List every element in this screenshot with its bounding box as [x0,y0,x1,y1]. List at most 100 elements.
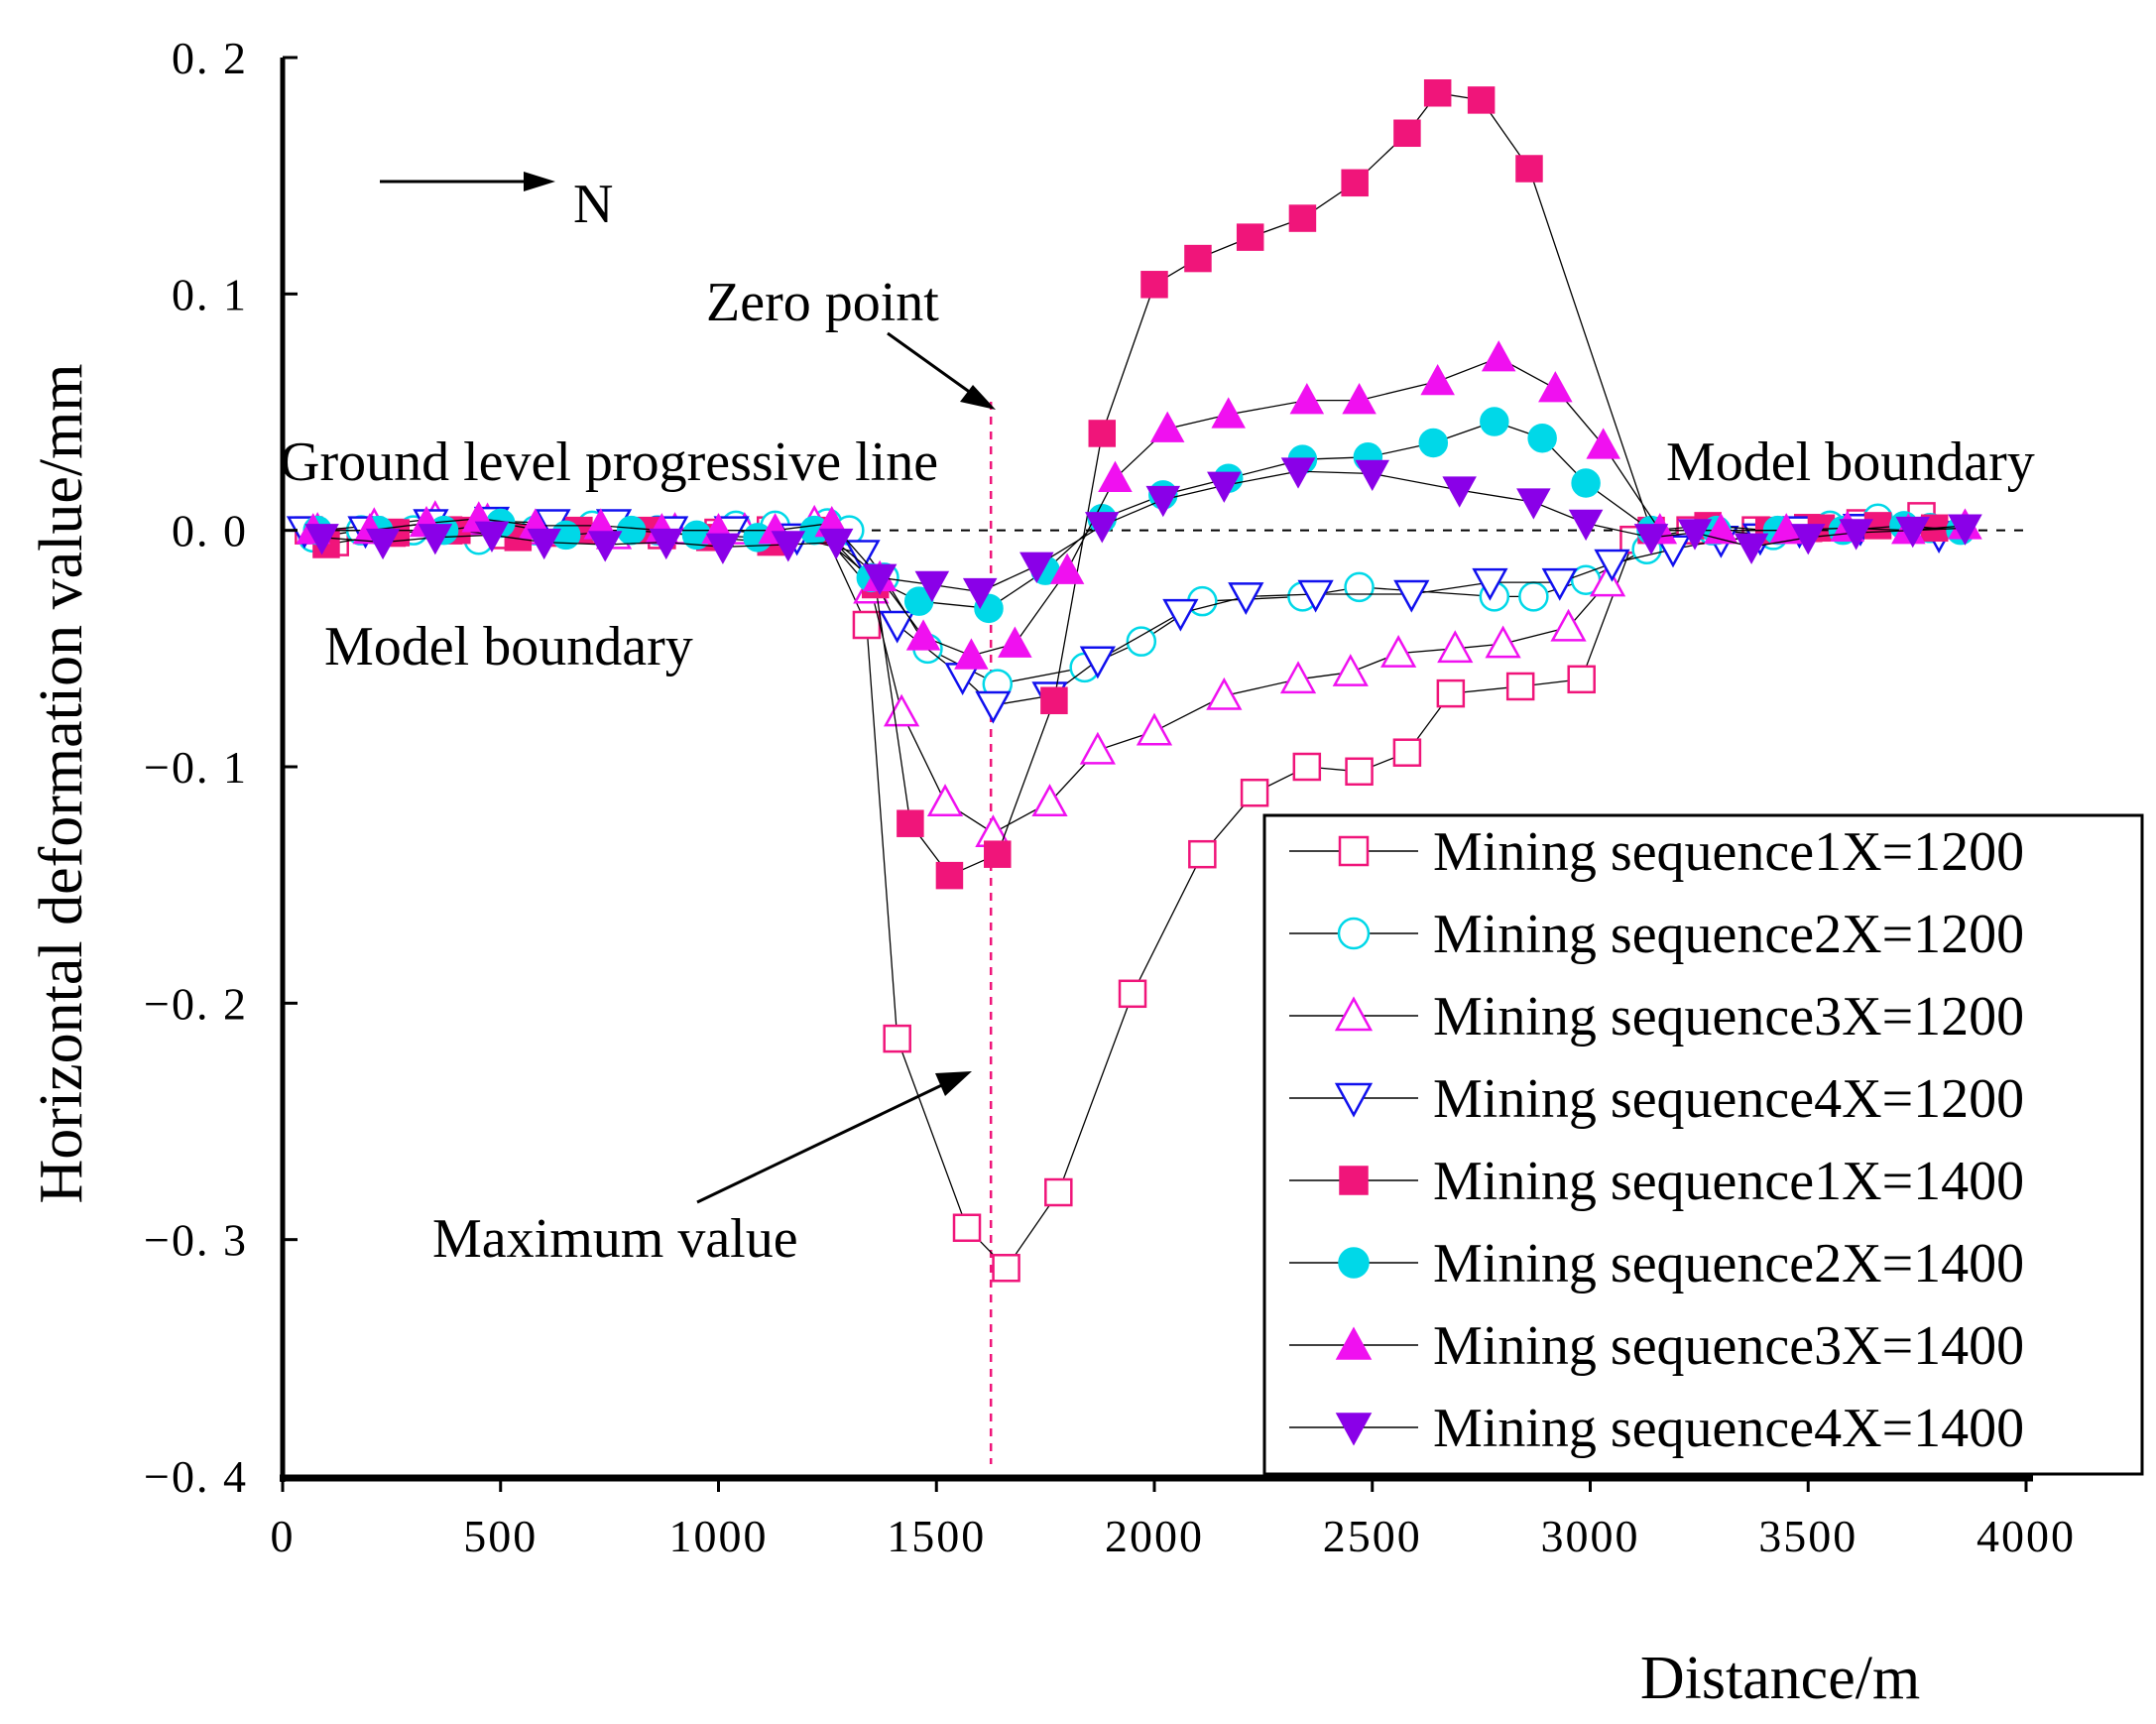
data-point [926,784,964,816]
zero-point-arrow [887,331,983,403]
legend-marker [1335,1326,1373,1360]
data-point [1044,1177,1073,1207]
data-point [1594,549,1630,582]
north-label: N [573,174,613,235]
legend-label: Mining sequence4X=1200 [1433,1068,2024,1130]
legend-marker [1334,1082,1374,1118]
data-point [1345,757,1374,787]
data-point [1586,428,1620,459]
data-point [771,531,806,562]
data-point [418,524,453,555]
data-point [992,1254,1020,1283]
legend-item: Mining sequence3X=1400 [1289,1315,2024,1377]
data-point [1344,571,1375,603]
data-point [1297,579,1334,613]
legend-item: Mining sequence1X=1400 [1289,1151,2024,1212]
data-point [1079,646,1116,679]
data-point [1839,519,1873,551]
data-point [1126,626,1157,657]
data-point [879,610,915,644]
data-point [474,521,510,553]
data-point [1568,509,1604,542]
data-point [1481,340,1516,372]
data-point [1236,223,1264,251]
data-point [365,528,401,560]
data-point [954,638,989,670]
progressive-line-label: Ground level progressive line [280,431,938,493]
x-tick-label: 1500 [887,1511,986,1561]
y-tick-label: −0. 3 [144,1215,248,1266]
x-tick-label: 3500 [1758,1511,1857,1561]
legend: Mining sequence1X=1200 Mining sequence2X=… [1262,813,2144,1476]
data-point [1515,155,1543,183]
data-point [1279,661,1317,694]
data-point [1355,459,1390,492]
data-point [818,528,854,560]
data-point [1341,169,1369,197]
data-point [1140,271,1168,299]
data-point [1571,468,1601,498]
data-point [1079,731,1116,765]
series-line [312,356,1966,657]
data-point [998,626,1032,658]
y-tick-label: 0. 2 [172,33,248,83]
data-point [1031,784,1068,816]
legend-marker [1334,996,1374,1032]
data-point [935,861,964,890]
data-point [1436,678,1466,708]
legend-marker [1335,1413,1373,1446]
data-point [1332,654,1369,686]
data-point [1505,672,1535,701]
data-point [1437,630,1474,664]
data-point [1228,582,1264,615]
model-boundary-left-label: Model boundary [324,616,693,677]
x-tick-label: 500 [463,1511,538,1561]
legend-label: Mining sequence4X=1400 [1433,1398,2024,1459]
data-point [1516,488,1551,520]
x-ticks: 0 500 1000 1500 2000 2500 3000 3500 4000 [271,1478,2076,1561]
data-point [1442,476,1477,508]
data-point [1633,524,1669,555]
legend-item: Mining sequence4X=1200 [1289,1068,2024,1130]
x-tick-label: 4000 [1976,1511,2076,1561]
data-point [984,840,1012,868]
data-point [1184,244,1212,273]
data-point [883,1024,911,1053]
data-point [975,690,1012,724]
data-point [1734,533,1769,564]
model-boundary-right-label: Model boundary [1666,431,2035,493]
data-point [616,515,647,546]
legend-marker [1337,917,1371,950]
data-point [1280,457,1316,489]
legend-item: Mining sequence4X=1400 [1289,1398,2024,1459]
data-point [1550,608,1587,642]
data-point [1393,119,1421,148]
data-point [1527,423,1557,453]
data-point [1207,471,1242,503]
data-point [1790,524,1826,555]
data-point [1288,204,1317,232]
data-point [1472,567,1508,601]
data-point [1084,512,1120,544]
legend-item: Mining sequence2X=1200 [1289,904,2024,965]
data-point [1098,460,1133,492]
legend-label: Mining sequence3X=1200 [1433,986,2024,1047]
data-point [1704,513,1738,545]
x-tick-label: 1000 [669,1511,769,1561]
data-point [1211,397,1246,429]
data-point [1342,383,1377,415]
y-ticks: 0. 2 0. 1 0. 0 −0. 1 −0. 2 −0. 3 −0. 4 [144,33,298,1502]
y-tick-label: 0. 0 [172,506,248,556]
data-point [1136,712,1173,746]
data-point [903,586,934,616]
legend-label: Mining sequence1X=1400 [1433,1151,2024,1212]
data-point [1049,553,1085,584]
data-point [1145,485,1181,518]
data-point [1948,514,1982,546]
legend-label: Mining sequence1X=1200 [1433,821,2024,883]
data-point [1188,839,1217,869]
data-point [527,528,561,560]
data-point [1162,598,1199,632]
data-point [883,693,920,727]
